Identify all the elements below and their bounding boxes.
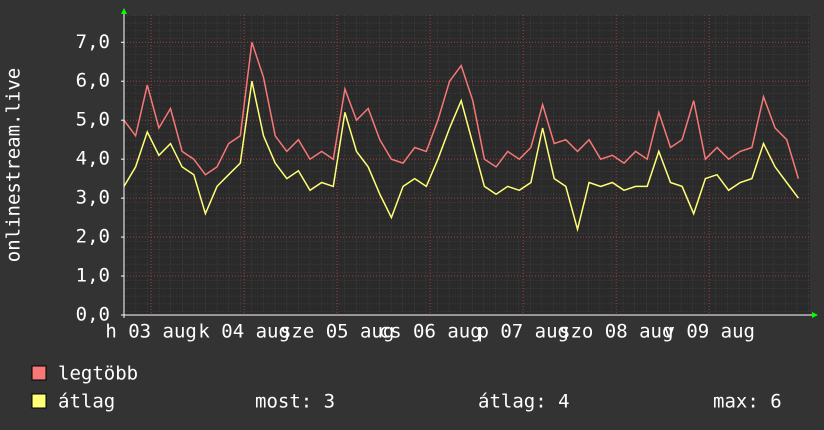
x-tick-label: k 04 aug: [198, 321, 290, 343]
legend-label: átlag: [58, 391, 115, 413]
series-line: [123, 81, 799, 233]
y-tick-label: 0,0: [76, 304, 110, 326]
x-arrow: [812, 312, 818, 318]
y-axis-title: onlinestream.live: [3, 68, 25, 262]
x-tick-label: p 07 aug: [477, 321, 569, 343]
x-tick-label: h 03 aug: [105, 321, 197, 343]
legend-label: legtöbb: [58, 363, 138, 385]
legend: legtöbb átlag: [31, 363, 138, 413]
stat: most: 3: [255, 391, 335, 413]
stat: átlag: 4: [478, 391, 570, 413]
legend-swatch: [31, 365, 47, 381]
lines: [123, 42, 800, 233]
x-tick-label: szo 08 aug: [559, 321, 673, 343]
x-tick-label: sze 05 aug: [280, 321, 394, 343]
y-arrow: [121, 8, 127, 14]
y-tick-label: 5,0: [76, 109, 110, 131]
legend-swatch: [31, 393, 47, 409]
x-tick-label: v 09 aug: [663, 321, 755, 343]
y-tick-label: 2,0: [76, 226, 110, 248]
y-tick-label: 4,0: [76, 148, 110, 170]
x-tick-label: cs 06 aug: [379, 321, 482, 343]
series-line: [123, 42, 800, 179]
y-tick-label: 3,0: [76, 187, 110, 209]
y-tick-label: 6,0: [76, 70, 110, 92]
y-tick-label: 1,0: [76, 265, 110, 287]
minor-grid: [124, 15, 810, 315]
stat: max: 6: [713, 391, 782, 413]
y-tick-label: 7,0: [76, 31, 110, 53]
ticks: 0,0 1,0 2,0 3,0 4,0 5,0 6,0 7,0 h 03 aug k 04 aug…: [76, 31, 755, 343]
